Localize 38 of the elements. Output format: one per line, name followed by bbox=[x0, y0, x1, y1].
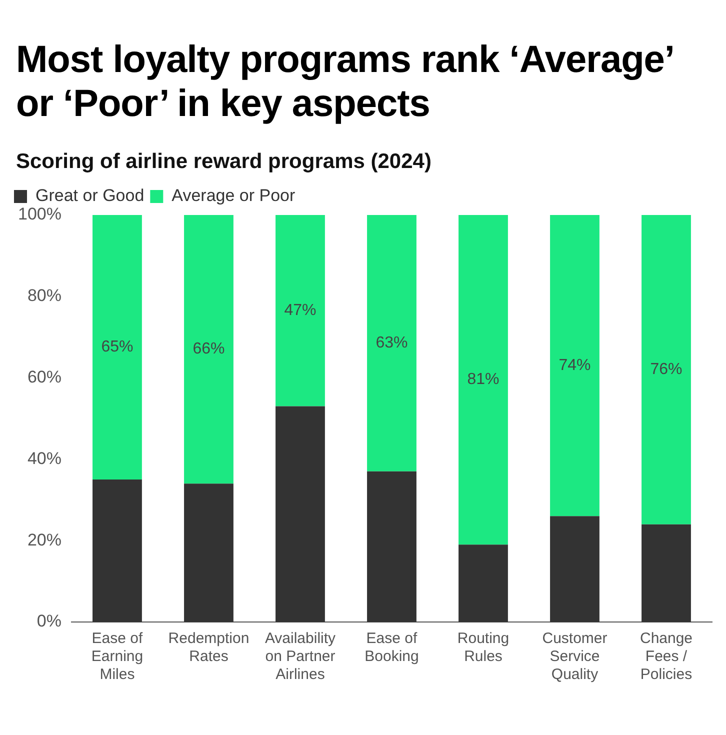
chart-title: Most loyalty programs rank ‘Average’ or ‘Poor’ in key aspects bbox=[16, 38, 674, 126]
bar bbox=[550, 516, 600, 622]
y-tick-label: 20% bbox=[27, 530, 62, 550]
x-tick-label: Availability on Partner Airlines bbox=[264, 630, 336, 684]
bar bbox=[276, 406, 325, 622]
data-label: 76% bbox=[650, 361, 682, 378]
x-tick-label: Customer Service Quality bbox=[542, 630, 608, 684]
x-tick-label: Ease of Booking bbox=[364, 630, 419, 666]
bar bbox=[92, 480, 142, 622]
y-tick-label: 40% bbox=[27, 448, 62, 468]
y-tick-label: 60% bbox=[27, 367, 62, 386]
data-label: 66% bbox=[192, 340, 225, 358]
y-tick-label: 100% bbox=[18, 204, 62, 224]
bar bbox=[367, 471, 416, 622]
data-label: 81% bbox=[467, 371, 500, 388]
bar bbox=[550, 215, 600, 516]
bar bbox=[92, 215, 142, 480]
bar bbox=[367, 215, 416, 472]
legend-label: Average or Poor bbox=[172, 186, 296, 206]
legend-label: Great or Good bbox=[36, 186, 144, 206]
bar bbox=[642, 215, 691, 524]
x-tick-label: Ease of Earning Miles bbox=[91, 630, 144, 684]
data-label: 65% bbox=[101, 338, 134, 356]
bar bbox=[458, 544, 508, 622]
bar bbox=[642, 524, 691, 622]
bar bbox=[184, 215, 234, 484]
bar bbox=[184, 484, 234, 622]
y-tick-label: 80% bbox=[27, 286, 62, 306]
x-tick-label: Change Fees / Policies bbox=[640, 630, 693, 684]
x-tick-label: Routing Rules bbox=[457, 630, 510, 666]
bar bbox=[458, 215, 508, 545]
y-tick-label: 0% bbox=[36, 612, 62, 631]
data-label: 63% bbox=[376, 334, 408, 352]
chart-subtitle: Scoring of airline reward programs (2024) bbox=[16, 150, 432, 174]
x-tick-label: Redemption Rates bbox=[168, 630, 250, 666]
bar bbox=[276, 215, 325, 406]
data-label: 47% bbox=[284, 302, 316, 320]
data-label: 74% bbox=[558, 356, 591, 374]
